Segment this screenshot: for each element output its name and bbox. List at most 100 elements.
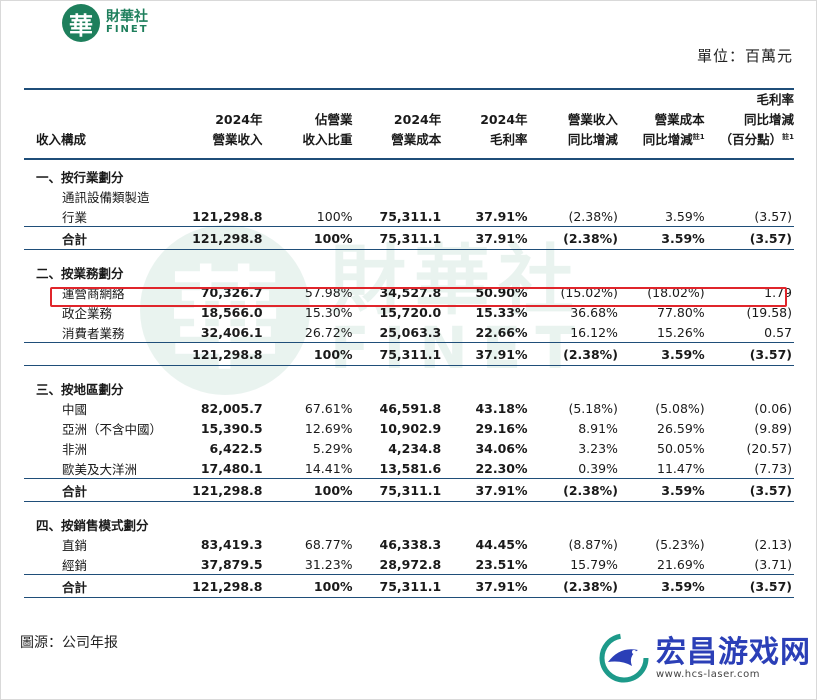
row-label: 消費者業務 xyxy=(62,325,125,341)
table-cell: 8.91% xyxy=(578,420,618,436)
table-row: 直銷 83,419.3 68.77% 46,338.3 44.45% (8.87%) (5.… xyxy=(24,534,794,554)
section-title: 三、按地區劃分 xyxy=(36,381,124,397)
col-header: 2024年 營業成本 xyxy=(391,112,442,147)
table-cell: 23.51% xyxy=(475,556,528,572)
total-cell: 37.91% xyxy=(441,478,528,502)
finet-logo-icon: 華 xyxy=(62,4,100,42)
total-label: 合計 xyxy=(24,226,176,250)
table-cell: 68.77% xyxy=(304,536,353,552)
table-cell: 50.05% xyxy=(657,440,705,456)
table-cell: 44.45% xyxy=(475,536,528,552)
site-name: 宏昌游戏网 xyxy=(656,635,811,670)
table-cell: 28,972.8 xyxy=(379,556,442,572)
site-watermark: 宏昌游戏网 www.hcs-laser.com xyxy=(598,632,811,684)
table-cell: 10,902.9 xyxy=(379,420,442,436)
finet-logo: 華 財華社 FINET xyxy=(62,4,149,42)
table-header: 收入構成 2024年 營業收入 佔營業 收入比重 2024年 營業成本 2024年 毛利… xyxy=(24,89,794,159)
table-cell: 32,406.1 xyxy=(200,324,263,340)
total-label xyxy=(24,342,176,366)
table-cell: 31.23% xyxy=(304,556,353,572)
col-header: 營業收入 同比增減 xyxy=(567,112,618,147)
table-cell: 37.91% xyxy=(475,208,528,224)
total-cell: 121,298.8 xyxy=(175,574,263,598)
table-cell: 36.68% xyxy=(570,304,618,320)
table-cell: 21.69% xyxy=(657,556,705,572)
table-cell: 15.33% xyxy=(475,304,528,320)
section-header: 一、按行業劃分 xyxy=(24,159,794,186)
table-row: 中國 82,005.7 67.61% 46,591.8 43.18% (5.18%) (5.… xyxy=(24,398,794,418)
table-cell: 34,527.8 xyxy=(379,284,442,300)
total-cell: 121,298.8 xyxy=(175,478,263,502)
total-cell: (2.38%) xyxy=(527,342,618,366)
table-cell: 14.41% xyxy=(304,460,353,476)
table-row: 通訊設備類製造 xyxy=(24,186,794,206)
table-cell: 83,419.3 xyxy=(200,536,263,552)
table-cell: (5.18%) xyxy=(568,400,618,416)
col-header: 毛利率 同比增減 （百分點）註1 xyxy=(719,92,794,147)
section-title: 一、按行業劃分 xyxy=(36,169,124,185)
table-cell: (18.02%) xyxy=(647,284,705,300)
table-row: 行業 121,298.8 100% 75,311.1 37.91% (2.38%) 3.59… xyxy=(24,206,794,227)
table-cell: 11.47% xyxy=(657,460,705,476)
table-cell: 4,234.8 xyxy=(388,440,442,456)
table-cell: 82,005.7 xyxy=(200,400,263,416)
table-cell: (15.02%) xyxy=(560,284,618,300)
section-header: 四、按銷售模式劃分 xyxy=(24,508,794,534)
table-cell: (3.71) xyxy=(754,556,792,572)
row-label: 非洲 xyxy=(62,441,88,457)
table-cell: 100% xyxy=(316,208,353,224)
total-row: 合計 121,298.8 100% 75,311.1 37.91% (2.38%) 3.59… xyxy=(24,226,794,250)
table-cell: 22.66% xyxy=(475,324,528,340)
total-cell: (2.38%) xyxy=(527,478,618,502)
total-cell: 37.91% xyxy=(441,574,528,598)
table-cell: 29.16% xyxy=(475,420,528,436)
total-cell: 37.91% xyxy=(441,226,528,250)
logo-en: FINET xyxy=(106,24,149,36)
dragon-logo-icon xyxy=(598,632,650,684)
total-cell: (2.38%) xyxy=(527,226,618,250)
table-cell: (5.08%) xyxy=(655,400,705,416)
table-cell: 16.12% xyxy=(570,324,618,340)
total-row: 合計 121,298.8 100% 75,311.1 37.91% (2.38%) 3.59… xyxy=(24,478,794,502)
table-cell: 46,591.8 xyxy=(379,400,442,416)
table-row: 歐美及大洋洲 17,480.1 14.41% 13,581.6 22.30% 0.39% 1… xyxy=(24,458,794,479)
section-title: 二、按業務劃分 xyxy=(36,265,124,281)
table-cell: 0.57 xyxy=(764,324,792,340)
table-cell: (5.23%) xyxy=(655,536,705,552)
table-cell: 22.30% xyxy=(475,460,528,476)
total-cell: 3.59% xyxy=(617,574,705,598)
table-cell: (8.87%) xyxy=(568,536,618,552)
total-cell: 100% xyxy=(262,226,353,250)
table-cell: (9.89) xyxy=(754,420,792,436)
table-cell: 17,480.1 xyxy=(200,460,263,476)
table-cell: 34.06% xyxy=(475,440,528,456)
table-cell: 15.79% xyxy=(570,556,618,572)
table-cell: 3.59% xyxy=(664,208,705,224)
col-header: 2024年 營業收入 xyxy=(212,112,263,147)
unit-label: 單位：百萬元 xyxy=(696,47,793,65)
table-cell: 121,298.8 xyxy=(192,208,263,224)
table-row: 非洲 6,422.5 5.29% 4,234.8 34.06% 3.23% 50.05% (2… xyxy=(24,438,794,458)
total-cell: (3.57) xyxy=(704,574,794,598)
table-cell: (3.57) xyxy=(754,208,792,224)
row-label: 行業 xyxy=(62,209,88,225)
section-title: 四、按銷售模式劃分 xyxy=(36,517,149,533)
total-cell: (3.57) xyxy=(704,226,794,250)
table-row: 亞洲（不含中國） 15,390.5 12.69% 10,902.9 29.16% 8.91… xyxy=(24,418,794,438)
col-header: 2024年 毛利率 xyxy=(480,112,528,147)
total-cell: (3.57) xyxy=(704,342,794,366)
row-label: 經銷 xyxy=(62,557,88,573)
table-cell: 75,311.1 xyxy=(379,208,442,224)
table-row: 政企業務 18,566.0 15.30% 15,720.0 15.33% 36.68% 77… xyxy=(24,302,794,322)
table-row: 運營商網絡 70,326.7 57.98% 34,527.8 50.90% (15.02%… xyxy=(24,282,794,302)
table-cell: (19.58) xyxy=(746,304,792,320)
row-label: 直銷 xyxy=(62,537,88,553)
total-cell: 75,311.1 xyxy=(352,478,442,502)
table-cell: 43.18% xyxy=(475,400,528,416)
source-caption: 圖源：公司年报 xyxy=(20,635,118,651)
col-header: 收入構成 xyxy=(36,132,87,147)
table-cell: 37,879.5 xyxy=(200,556,263,572)
row-label: 政企業務 xyxy=(62,305,113,321)
section-header: 三、按地區劃分 xyxy=(24,372,794,398)
table-cell: 15,390.5 xyxy=(200,420,263,436)
